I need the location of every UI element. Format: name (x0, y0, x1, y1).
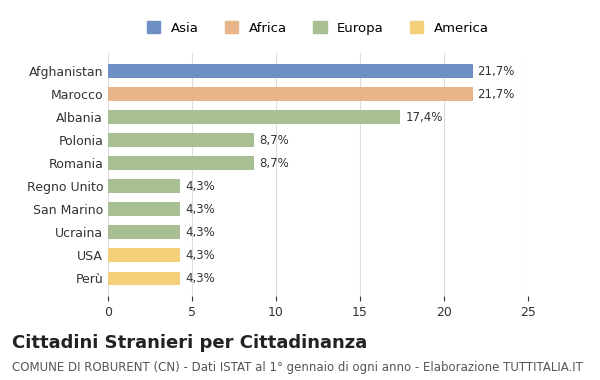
Text: 4,3%: 4,3% (185, 226, 215, 239)
Text: COMUNE DI ROBURENT (CN) - Dati ISTAT al 1° gennaio di ogni anno - Elaborazione T: COMUNE DI ROBURENT (CN) - Dati ISTAT al … (12, 361, 583, 374)
Bar (108, 133, 254, 147)
Legend: Asia, Africa, Europa, America: Asia, Africa, Europa, America (142, 16, 494, 40)
Text: 21,7%: 21,7% (478, 65, 515, 78)
Bar (108, 225, 180, 239)
Text: 4,3%: 4,3% (185, 249, 215, 262)
Bar (108, 157, 254, 170)
Text: 4,3%: 4,3% (185, 180, 215, 193)
Bar (108, 249, 180, 262)
Text: 17,4%: 17,4% (406, 111, 443, 124)
Text: Cittadini Stranieri per Cittadinanza: Cittadini Stranieri per Cittadinanza (12, 334, 367, 352)
Text: 21,7%: 21,7% (478, 88, 515, 101)
Text: 4,3%: 4,3% (185, 203, 215, 216)
Bar (108, 87, 473, 101)
Text: 8,7%: 8,7% (259, 157, 289, 170)
Bar (108, 179, 180, 193)
Text: 8,7%: 8,7% (259, 134, 289, 147)
Bar (108, 64, 473, 78)
Text: 4,3%: 4,3% (185, 272, 215, 285)
Bar (108, 272, 180, 285)
Bar (108, 203, 180, 216)
Bar (108, 110, 400, 124)
